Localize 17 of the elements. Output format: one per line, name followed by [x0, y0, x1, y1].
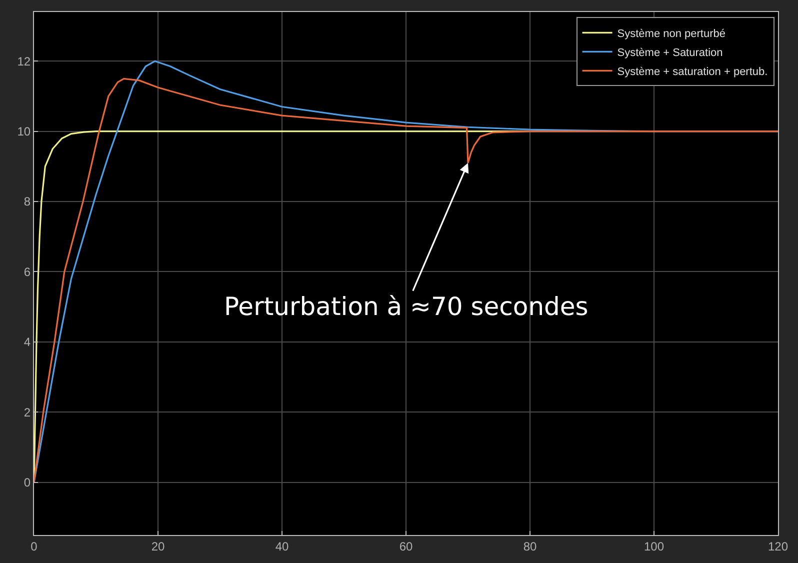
legend-label: Système non perturbé [617, 28, 726, 40]
x-tick-label: 60 [399, 539, 413, 554]
x-tick-label: 100 [644, 539, 664, 554]
y-tick-label: 2 [24, 405, 31, 420]
y-tick-label: 12 [17, 54, 31, 68]
x-tick-label: 120 [768, 539, 788, 554]
annotation: Perturbation à ≈70 secondes [224, 292, 588, 321]
y-tick-label: 0 [24, 476, 31, 490]
y-tick-label: 4 [24, 335, 31, 350]
x-tick-label: 20 [151, 539, 165, 554]
y-tick-label: 8 [24, 194, 31, 209]
x-tick-label: 40 [275, 539, 289, 554]
legend-label: Système + Saturation [617, 47, 723, 60]
y-tick-label: 10 [17, 124, 31, 139]
legend-label: Système + saturation + pertub. [617, 66, 768, 78]
y-tick-label: 6 [24, 264, 31, 279]
x-tick-label: 80 [523, 539, 537, 554]
